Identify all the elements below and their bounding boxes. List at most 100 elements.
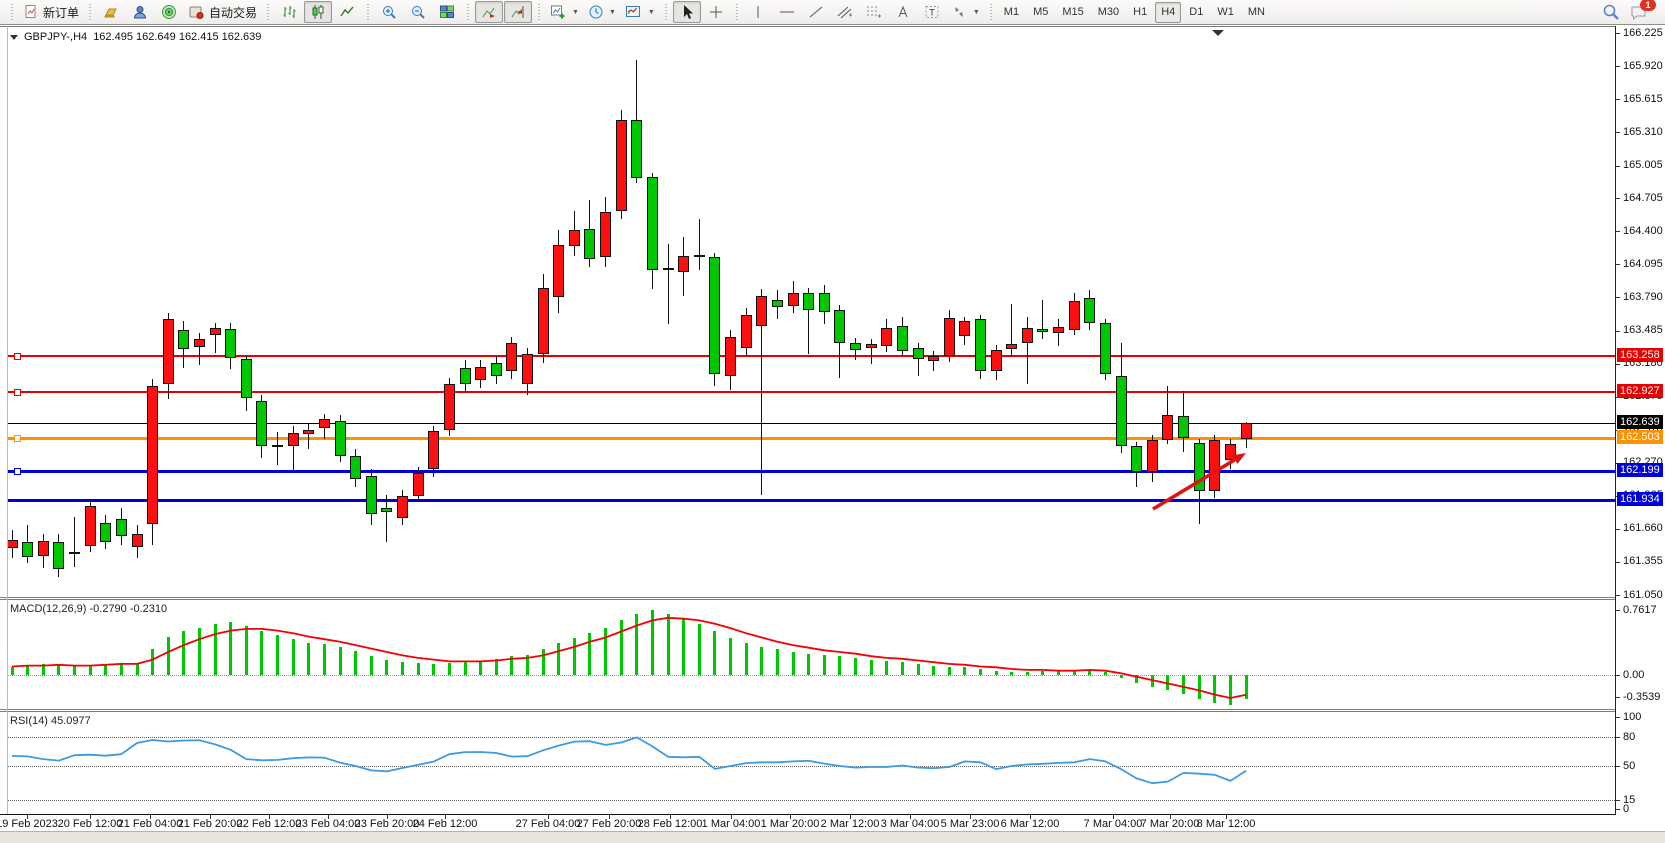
candle[interactable] (428, 430, 440, 469)
time-axis[interactable]: 19 Feb 2023 20 Feb 12:00 21 Feb 04:00 21 Fe… (0, 815, 1616, 831)
candle[interactable] (443, 384, 455, 430)
timeframe-button-h4[interactable]: H4 (1155, 1, 1182, 23)
pane-splitter[interactable] (0, 709, 1665, 712)
candle[interactable] (22, 541, 34, 557)
candle[interactable] (693, 255, 705, 258)
candle[interactable] (178, 329, 190, 350)
chart-shift-button[interactable] (504, 1, 533, 23)
price-line-162.927[interactable] (7, 391, 1615, 394)
candle[interactable] (646, 176, 658, 271)
candle[interactable] (193, 338, 205, 348)
macd-indicator-pane[interactable]: MACD(12,26,9) -0.2790 -0.2310 (0, 600, 1616, 709)
candle[interactable] (287, 433, 299, 447)
auto-scroll-button[interactable] (475, 1, 504, 23)
price-chart-pane[interactable]: GBPJPY-,H4 162.495 162.649 162.415 162.6… (0, 26, 1616, 598)
candle[interactable] (818, 293, 830, 312)
signals-button[interactable] (155, 1, 183, 23)
search-icon[interactable] (1602, 3, 1620, 21)
candle[interactable] (6, 539, 18, 549)
candle[interactable] (240, 359, 252, 399)
zoom-out-button[interactable] (404, 1, 432, 23)
candle[interactable] (928, 356, 940, 362)
candle[interactable] (1178, 415, 1189, 439)
candle[interactable] (631, 120, 643, 178)
candle[interactable] (131, 534, 143, 548)
trendline-button[interactable] (802, 1, 830, 23)
candle[interactable] (662, 268, 674, 271)
price-line-handle[interactable] (14, 389, 21, 397)
horizontal-line-button[interactable] (773, 1, 801, 23)
candlestick-chart-button[interactable] (304, 1, 333, 23)
candle[interactable] (1006, 344, 1018, 350)
rsi-indicator-pane[interactable]: RSI(14) 45.0977 (0, 712, 1616, 815)
timeframe-button-w1[interactable]: W1 (1217, 6, 1234, 18)
candle[interactable] (1115, 375, 1127, 447)
price-axis[interactable]: 166.225 165.920 165.615 165.310 165.005 164.7… (1616, 26, 1665, 815)
candle[interactable] (381, 508, 393, 513)
market-depth-button[interactable] (97, 1, 125, 23)
candle[interactable] (37, 540, 49, 556)
timeframe-button-m5[interactable]: M5 (1033, 6, 1049, 18)
new-order-button[interactable]: 新订单 (19, 1, 83, 23)
timeframe-button-m1[interactable]: M1 (1003, 6, 1020, 18)
candle[interactable] (1162, 414, 1174, 440)
candle[interactable] (506, 343, 518, 372)
candle[interactable] (1193, 442, 1205, 491)
candle[interactable] (69, 551, 80, 554)
equidistant-channel-button[interactable] (831, 1, 859, 23)
line-chart-button[interactable] (333, 1, 361, 23)
price-line-162.503[interactable] (7, 436, 1615, 440)
candle[interactable] (756, 296, 768, 326)
candle[interactable] (350, 455, 362, 479)
candle[interactable] (974, 319, 986, 372)
candle[interactable] (397, 496, 408, 518)
chart-shift-marker-icon[interactable] (1212, 30, 1224, 36)
auto-trading-button[interactable]: 自动交易 (184, 1, 261, 23)
period-button[interactable]: ▼ (584, 1, 620, 23)
candle[interactable] (1131, 446, 1143, 473)
price-line-handle[interactable] (14, 435, 21, 443)
template-button[interactable]: ▼ (621, 1, 659, 23)
candle[interactable] (1037, 328, 1049, 333)
candle[interactable] (100, 523, 112, 542)
candle[interactable] (787, 293, 799, 306)
candle[interactable] (568, 230, 580, 247)
timeframe-button-m15[interactable]: M15 (1062, 6, 1084, 18)
price-line-handle[interactable] (14, 468, 21, 476)
candle[interactable] (865, 344, 877, 349)
candle[interactable] (53, 541, 65, 569)
price-line-163.258[interactable] (7, 355, 1615, 358)
candle[interactable] (1224, 444, 1236, 461)
candle[interactable] (256, 400, 268, 447)
price-line-161.934[interactable] (7, 498, 1615, 502)
price-line-handle[interactable] (14, 353, 21, 361)
vertical-line-button[interactable] (744, 1, 772, 23)
profile-button[interactable] (126, 1, 154, 23)
candle[interactable] (896, 325, 908, 351)
candle[interactable] (412, 473, 424, 497)
timeframe-button-m30[interactable]: M30 (1097, 6, 1120, 18)
candle[interactable] (365, 475, 377, 514)
candle[interactable] (490, 362, 502, 376)
candle[interactable] (209, 327, 221, 336)
candle[interactable] (1146, 439, 1158, 473)
candle[interactable] (537, 287, 549, 354)
cursor-button[interactable] (672, 1, 701, 23)
candle[interactable] (850, 343, 861, 350)
candle[interactable] (303, 429, 315, 435)
text-label-button[interactable] (918, 1, 946, 23)
zoom-in-button[interactable] (375, 1, 403, 23)
notifications-button[interactable]: 1 (1630, 0, 1656, 21)
candle[interactable] (147, 386, 159, 525)
fibonacci-button[interactable] (860, 1, 888, 23)
timeframe-button-d1[interactable]: D1 (1189, 6, 1204, 18)
candle[interactable] (709, 257, 721, 375)
candle[interactable] (1068, 300, 1080, 330)
candle[interactable] (1084, 298, 1096, 324)
candle[interactable] (84, 505, 96, 547)
candle[interactable] (475, 366, 487, 380)
candle[interactable] (115, 518, 127, 537)
candle[interactable] (771, 299, 783, 308)
candle[interactable] (881, 327, 893, 347)
candle[interactable] (1099, 323, 1111, 375)
